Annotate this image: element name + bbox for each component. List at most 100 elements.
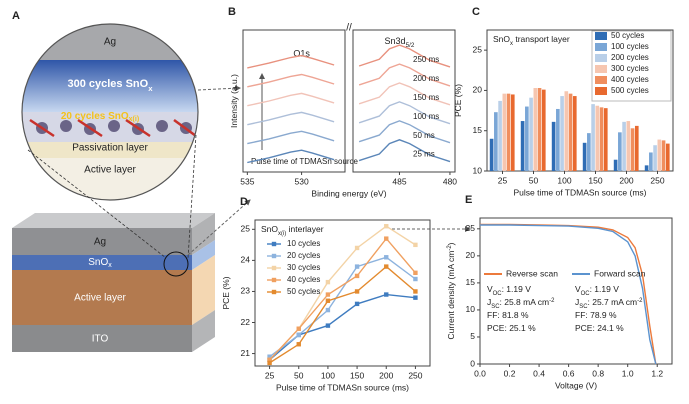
x-tick-label: 250 [408,370,422,380]
bar [498,100,502,171]
bar [634,125,639,171]
x-tick-label: 150 [588,175,602,185]
legend-swatch [595,87,607,95]
x-tick-label: 250 [650,175,664,185]
legend-swatch [595,32,607,40]
subscript: SC [579,304,588,310]
y-tick-label: 5 [470,331,475,341]
marker [413,295,418,300]
x-axis-label: Binding energy (eV) [311,188,386,198]
bar [649,152,653,171]
stat-label: FF: 78.9 % [575,310,617,320]
series-line [269,265,416,364]
bar [541,89,546,171]
text-part: : 25.7 mA cm [588,297,638,307]
y-axis-label: PCE (%) [453,84,463,117]
series-line [247,111,335,126]
series-line [247,92,335,107]
bar [603,108,608,171]
y-tick-label: 24 [241,255,251,265]
layer-label: Active layer [84,165,136,176]
x-tick-label: 25 [498,175,508,185]
subscript: x [510,41,513,47]
bar [644,165,649,171]
bar [560,96,564,171]
axes-frame [479,217,673,365]
bar [653,145,657,171]
bar [525,106,529,171]
text-part: : 25.8 mA cm [500,297,550,307]
bar [622,121,626,171]
bar [618,132,622,171]
peak-label: O1s [293,48,310,58]
legend-label: 50 cycles [287,287,320,296]
bar [661,140,666,171]
marker [354,264,360,269]
legend-marker [271,241,277,247]
layer-label: Active layer [74,293,126,304]
series-line [247,73,335,88]
marker [267,354,272,359]
text-part: interlayer [286,224,323,234]
x-tick-label: 1.2 [651,368,663,378]
subscript: 5/2 [406,42,415,49]
legend-label: 200 cycles [611,53,649,62]
text-part: 20 cycles SnO [61,111,129,122]
bar [572,96,577,171]
x-tick-label: 1.0 [622,368,634,378]
marker [267,360,272,366]
series-line [480,224,657,365]
layer-label: Ag [104,37,116,48]
annotation: SnOx(i) interlayer [261,224,324,236]
y-tick-label: 0 [470,358,475,368]
marker [325,298,331,303]
x-axis-label: Pulse time of TDMASn source (ms) [513,187,646,197]
axes-frame [352,29,456,173]
text-part: PCE (%) [221,276,231,309]
text-part: J [575,297,579,307]
bar [595,105,600,171]
panel-label: C [472,6,480,18]
text-part: Intensity (a.u.) [229,74,239,128]
series-line [247,130,335,145]
bar [587,133,591,171]
series-line [358,101,451,125]
marker [384,264,389,269]
bar [613,159,618,171]
legend-label: 10 cycles [287,239,320,248]
marker [384,255,389,260]
panel-label: E [465,194,472,206]
series-line [269,293,416,361]
legend-marker [271,289,277,295]
stat-label: VOC: 1.19 V [575,284,619,296]
series-label: 250 ms [413,55,439,64]
text-part: J [487,297,491,307]
axis-break: // [346,23,352,34]
legend-label: 50 cycles [611,31,644,40]
marker [413,270,418,276]
subscript: x(i) [278,231,286,237]
x-tick-label: 0.6 [563,368,575,378]
subscript: OC [493,291,503,297]
layer-label: 300 cycles SnOx [67,78,153,93]
x-tick-label: 100 [557,175,571,185]
legend-swatch [595,43,607,51]
legend-marker [271,277,277,283]
bar [564,91,569,171]
series-label: 150 ms [413,93,439,102]
legend-label: 30 cycles [287,263,320,272]
x-tick-label: 530 [295,176,309,186]
series-line [358,139,451,163]
legend-label: 20 cycles [287,251,320,260]
y-tick-label: 22 [241,317,251,327]
y-tick-label: 21 [241,348,251,358]
bar [556,108,560,171]
marker [354,245,360,251]
legend-label: Reverse scan [506,268,558,278]
legend-label: 100 cycles [611,42,649,51]
x-tick-label: 0.8 [592,368,604,378]
marker [354,289,360,294]
marker [325,323,331,328]
bar [520,121,525,171]
